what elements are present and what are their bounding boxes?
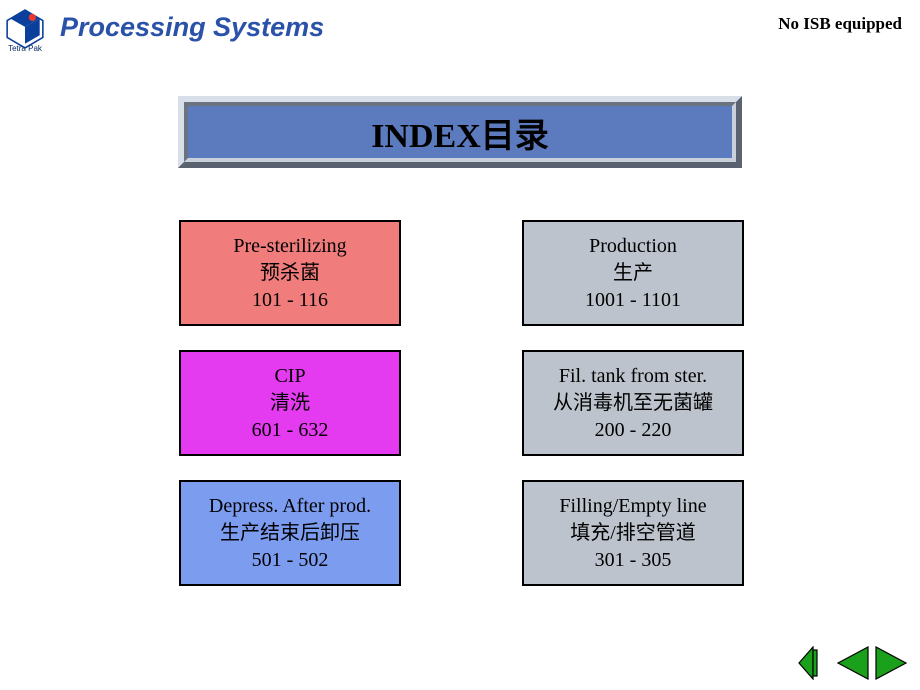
- box-label-en: CIP: [274, 363, 305, 390]
- box-filtank[interactable]: Fil. tank from ster. 从消毒机至无菌罐 200 - 220: [522, 350, 744, 456]
- box-label-zh: 清洗: [270, 390, 310, 417]
- box-label-zh: 从消毒机至无菌罐: [553, 390, 713, 417]
- box-label-en: Fil. tank from ster.: [559, 363, 707, 390]
- nav-next-button[interactable]: [874, 646, 908, 680]
- box-range: 1001 - 1101: [585, 287, 681, 314]
- box-range: 301 - 305: [595, 547, 672, 574]
- box-filling[interactable]: Filling/Empty line 填充/排空管道 301 - 305: [522, 480, 744, 586]
- index-title: INDEX目录: [371, 108, 549, 157]
- box-depress[interactable]: Depress. After prod. 生产结束后卸压 501 - 502: [179, 480, 401, 586]
- box-label-en: Pre-sterilizing: [233, 233, 346, 260]
- box-label-zh: 预杀菌: [260, 260, 320, 287]
- index-banner: INDEX目录: [178, 96, 742, 168]
- nav-prev-button[interactable]: [836, 646, 870, 680]
- box-label-en: Production: [589, 233, 677, 260]
- box-production[interactable]: Production 生产 1001 - 1101: [522, 220, 744, 326]
- box-label-zh: 填充/排空管道: [570, 520, 696, 547]
- brand-title: Processing Systems: [60, 12, 324, 43]
- index-banner-inner: INDEX目录: [184, 102, 736, 162]
- slide-canvas: Tetra Pak Processing Systems No ISB equi…: [0, 0, 920, 690]
- box-range: 501 - 502: [252, 547, 329, 574]
- box-label-zh: 生产结束后卸压: [220, 520, 360, 547]
- box-range: 601 - 632: [252, 417, 329, 444]
- logo-caption: Tetra Pak: [4, 44, 46, 53]
- box-presterilizing[interactable]: Pre-sterilizing 预杀菌 101 - 116: [179, 220, 401, 326]
- box-label-zh: 生产: [613, 260, 653, 287]
- box-cip[interactable]: CIP 清洗 601 - 632: [179, 350, 401, 456]
- box-label-en: Filling/Empty line: [559, 493, 706, 520]
- box-range: 101 - 116: [252, 287, 328, 314]
- nav-controls: [798, 646, 908, 680]
- box-label-en: Depress. After prod.: [209, 493, 371, 520]
- box-range: 200 - 220: [595, 417, 672, 444]
- nav-home-button[interactable]: [798, 646, 832, 680]
- header-note: No ISB equipped: [778, 14, 902, 34]
